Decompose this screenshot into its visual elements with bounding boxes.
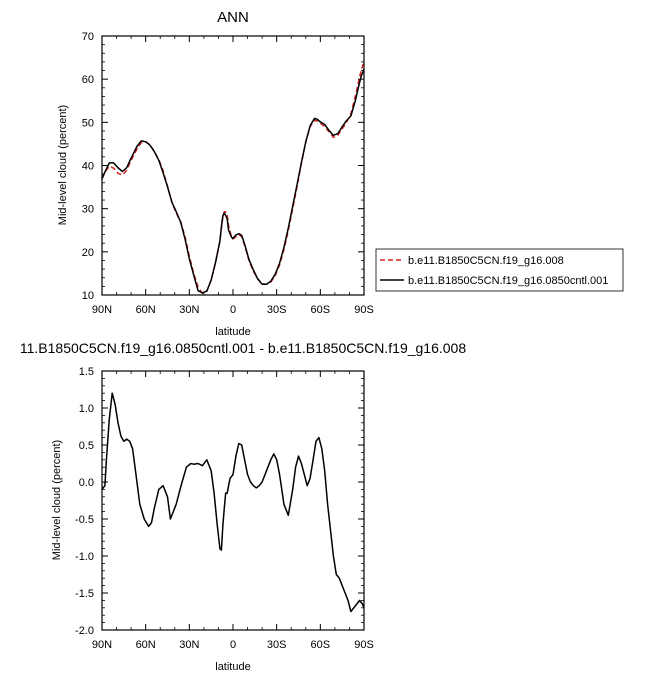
bottom-y-tick-label: 0.5	[79, 440, 94, 452]
top-series-line-2	[101, 68, 365, 294]
top-x-axis-label: latitude	[215, 326, 250, 338]
legend-box	[375, 248, 624, 292]
bottom-y-axis-label: Mid-level cloud (percent)	[51, 440, 63, 560]
bottom-x-tick-label: 0	[230, 639, 236, 651]
bottom-chart-title: 11.B1850C5CN.f19_g16.0850cntl.001 - b.e1…	[20, 340, 466, 356]
top-x-ticks: 90N 60N 30N 0 30S 60S 90S	[92, 36, 374, 316]
top-x-tick-label: 30S	[267, 304, 287, 316]
top-y-tick-label: 40	[82, 161, 94, 173]
top-y-tick-label: 30	[82, 204, 94, 216]
bottom-series-group	[101, 392, 365, 613]
bottom-x-tick-label: 60N	[136, 639, 156, 651]
bottom-x-tick-label: 30S	[267, 639, 287, 651]
top-x-tick-label: 90N	[92, 304, 112, 316]
top-y-axis-label: Mid-level cloud (percent)	[57, 105, 69, 225]
top-y-ticks: 10 20 30 40 50 60 70	[82, 31, 364, 302]
top-x-tick-label: 0	[230, 304, 236, 316]
bottom-plot-frame	[101, 370, 365, 631]
bottom-x-tick-label: 60S	[311, 639, 331, 651]
top-x-tick-label: 60N	[136, 304, 156, 316]
bottom-y-tick-label: -2.0	[75, 625, 94, 637]
bottom-x-tick-label: 90S	[354, 639, 374, 651]
legend-label-series-2: b.e11.B1850C5CN.f19_g16.0850cntl.001	[408, 275, 608, 287]
legend-label-series-1: b.e11.B1850C5CN.f19_g16.008	[408, 255, 564, 267]
bottom-y-tick-label: 1.5	[79, 366, 94, 378]
top-y-tick-label: 50	[82, 117, 94, 129]
bottom-series-line-1	[101, 392, 365, 613]
bottom-y-tick-label: -0.5	[75, 514, 94, 526]
top-x-tick-label: 30N	[179, 304, 199, 316]
top-y-tick-label: 10	[82, 290, 94, 302]
bottom-x-axis-label: latitude	[215, 661, 250, 673]
top-panel: ANN 10 20 30 40 50 60 70 90N 60N 30N 0 30S 60S 90S l…	[57, 9, 374, 338]
bottom-y-ticks: -2.0 -1.5 -1.0 -0.5 0.0 0.5 1.0 1.5	[75, 366, 364, 637]
bottom-y-tick-label: -1.5	[75, 588, 94, 600]
top-y-tick-label: 20	[82, 247, 94, 259]
legend: b.e11.B1850C5CN.f19_g16.008 b.e11.B1850C…	[375, 248, 624, 292]
bottom-panel: 11.B1850C5CN.f19_g16.0850cntl.001 - b.e1…	[20, 340, 466, 673]
bottom-y-tick-label: 0.0	[79, 477, 94, 489]
bottom-x-tick-label: 30N	[179, 639, 199, 651]
top-series-line-1	[101, 61, 365, 295]
bottom-y-tick-label: -1.0	[75, 551, 94, 563]
top-chart-title: ANN	[217, 9, 249, 26]
top-plot-frame	[101, 35, 365, 296]
top-series-group	[101, 61, 365, 295]
bottom-y-tick-label: 1.0	[79, 403, 94, 415]
top-y-tick-label: 60	[82, 74, 94, 86]
top-x-tick-label: 60S	[311, 304, 331, 316]
bottom-x-ticks: 90N 60N 30N 0 30S 60S 90S	[92, 371, 374, 651]
top-y-tick-label: 70	[82, 31, 94, 43]
bottom-x-tick-label: 90N	[92, 639, 112, 651]
top-x-tick-label: 90S	[354, 304, 374, 316]
